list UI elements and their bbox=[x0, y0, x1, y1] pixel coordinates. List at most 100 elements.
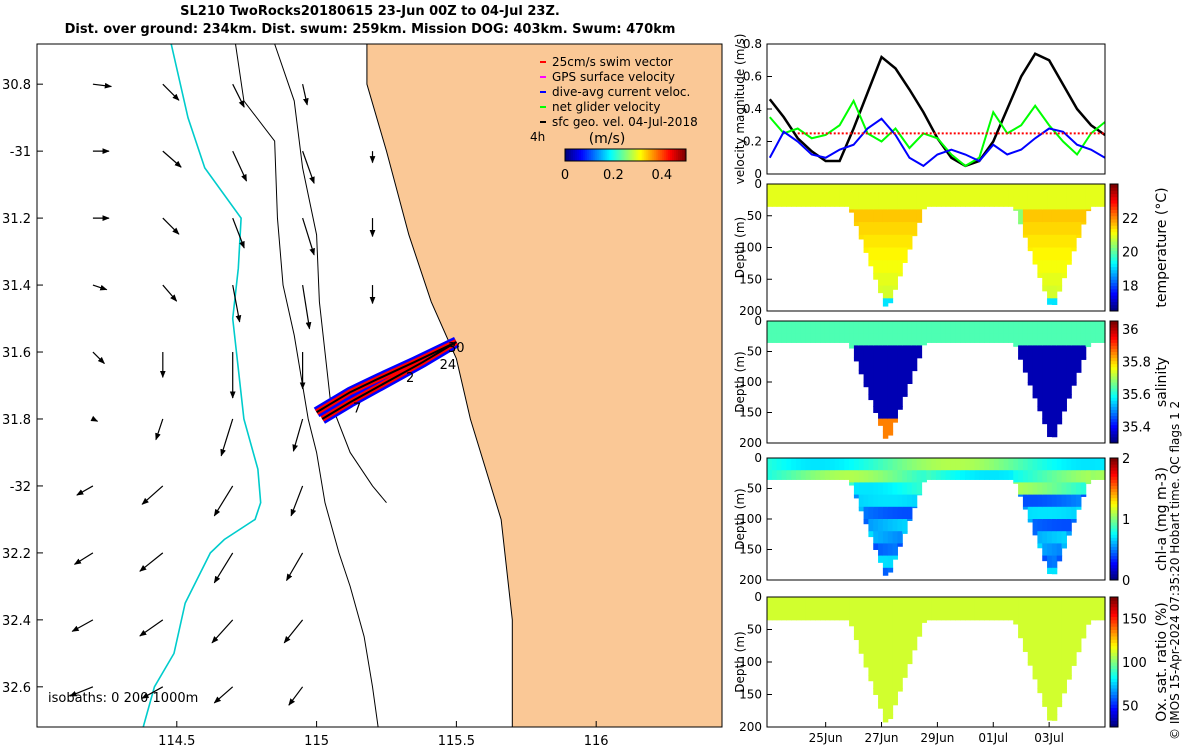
temperature-cell bbox=[1013, 196, 1019, 210]
oxygen-cell bbox=[815, 597, 821, 611]
map-colorbar-cell bbox=[609, 149, 612, 161]
track-label: 7 bbox=[353, 401, 361, 416]
salinity-cell bbox=[873, 345, 879, 359]
salinity-cell bbox=[1047, 382, 1053, 395]
salinity-cell bbox=[1071, 369, 1077, 383]
temperature-cell bbox=[1047, 196, 1053, 210]
temperature-colorbar-cell bbox=[1110, 285, 1118, 290]
oxygen-cell bbox=[849, 597, 855, 611]
oxygen-cell bbox=[873, 636, 879, 650]
salinity-cell bbox=[858, 369, 865, 375]
salinity-cell bbox=[1042, 418, 1048, 425]
oxygen-cell bbox=[1100, 597, 1106, 611]
temperature-cell bbox=[887, 234, 894, 249]
chla-cell bbox=[887, 506, 894, 520]
oxygen-y-tick-label: 200 bbox=[739, 720, 762, 734]
chla-cell bbox=[858, 494, 865, 508]
temperature-cell bbox=[945, 196, 952, 207]
oxygen-cell bbox=[1042, 701, 1048, 707]
temperature-y-tick-label: 150 bbox=[739, 272, 762, 286]
oxygen-cell bbox=[1071, 623, 1077, 637]
oxygen-cell bbox=[902, 649, 908, 663]
chla-cell bbox=[926, 458, 932, 471]
salinity-cell bbox=[786, 333, 792, 343]
temperature-colorbar-tick-label: 22 bbox=[1122, 212, 1139, 227]
temperature-cell bbox=[1056, 272, 1063, 287]
oxygen-cell bbox=[1037, 649, 1043, 663]
oxygen-colorbar-cell bbox=[1110, 603, 1118, 608]
temperature-cell bbox=[1056, 184, 1063, 198]
temperature-cell bbox=[911, 234, 918, 237]
temperature-cell bbox=[887, 196, 894, 210]
salinity-colorbar-cell bbox=[1110, 415, 1118, 420]
legend-label: sfc geo. vel. 04-Jul-2018 bbox=[552, 115, 698, 129]
map-x-tick-label: 115.5 bbox=[438, 734, 475, 749]
chla-cell bbox=[1085, 458, 1092, 471]
temperature-cell bbox=[868, 247, 874, 261]
chla-cell bbox=[907, 506, 913, 520]
salinity-cell bbox=[767, 321, 773, 334]
map-y-tick-label: 31.4 bbox=[2, 279, 31, 294]
chla-cell bbox=[858, 458, 865, 471]
temperature-cell bbox=[1032, 184, 1038, 198]
temperature-cell bbox=[1027, 247, 1034, 252]
oxygen-cell bbox=[940, 597, 947, 611]
oxygen-cell bbox=[1027, 636, 1034, 650]
temperature-cell bbox=[892, 184, 898, 198]
salinity-cell bbox=[1080, 333, 1087, 346]
temperature-cell bbox=[1071, 247, 1077, 252]
map-colorbar-cell bbox=[645, 149, 649, 161]
map-frame bbox=[36, 43, 723, 728]
salinity-cell bbox=[1071, 382, 1077, 386]
sfc-geo-velocity-arrow bbox=[290, 485, 304, 517]
chla-cell bbox=[1071, 506, 1077, 520]
chla-cell bbox=[1032, 494, 1038, 508]
chla-cell bbox=[1066, 519, 1072, 532]
oxygen-cell bbox=[960, 597, 966, 611]
oxygen-cell bbox=[902, 675, 908, 678]
oxygen-colorbar-cell bbox=[1110, 681, 1118, 686]
salinity-cell bbox=[974, 333, 981, 343]
temperature-cell bbox=[902, 184, 908, 198]
oxygen-colorbar-cell bbox=[1110, 678, 1118, 682]
chla-cell bbox=[863, 458, 869, 471]
chla-cell bbox=[969, 458, 976, 471]
temperature-cell bbox=[1061, 234, 1067, 249]
salinity-cell bbox=[926, 333, 932, 343]
temperature-cell bbox=[902, 247, 908, 261]
chla-colorbar-cell bbox=[1110, 458, 1118, 462]
chla-cell bbox=[873, 506, 879, 520]
salinity-cell bbox=[902, 394, 908, 397]
temperature-colorbar-cell bbox=[1110, 215, 1118, 220]
chla-cell bbox=[868, 531, 874, 538]
oxygen-cell bbox=[878, 701, 884, 709]
temperature-colorbar-cell bbox=[1110, 203, 1118, 207]
sfc-geo-velocity-arrow bbox=[162, 150, 182, 168]
temperature-y-tick-label: 0 bbox=[754, 177, 762, 191]
chla-cell bbox=[1061, 494, 1067, 508]
chla-cell bbox=[921, 470, 927, 483]
temperature-cell bbox=[1085, 196, 1092, 210]
temperature-cell bbox=[1080, 184, 1087, 198]
oxygen-colorbar-cell bbox=[1110, 613, 1118, 617]
chla-cell bbox=[1095, 458, 1101, 471]
temperature-y-tick-label: 200 bbox=[739, 304, 762, 318]
map-colorbar-tick-label: 0.4 bbox=[651, 168, 672, 183]
salinity-cell bbox=[1061, 345, 1067, 359]
salinity-cell bbox=[1051, 382, 1058, 395]
chla-cell bbox=[1071, 458, 1077, 471]
temperature-cell bbox=[1080, 196, 1087, 210]
oxygen-colorbar-label: Ox. sat. ratio (%) bbox=[1154, 602, 1170, 721]
chla-cell bbox=[858, 506, 865, 512]
velocity-y-tick-label: 0.4 bbox=[743, 102, 762, 116]
chla-cell bbox=[1037, 519, 1043, 532]
sfc-geo-velocity-arrow bbox=[213, 686, 234, 704]
map-colorbar-cell bbox=[599, 149, 602, 161]
chla-cell bbox=[1047, 543, 1053, 557]
temperature-cell bbox=[858, 209, 865, 223]
temperature-cell bbox=[863, 196, 869, 210]
temperature-cell bbox=[873, 260, 879, 274]
oxygen-cell bbox=[858, 610, 865, 624]
temperature-cell bbox=[878, 247, 884, 261]
chla-cell bbox=[1066, 458, 1072, 471]
